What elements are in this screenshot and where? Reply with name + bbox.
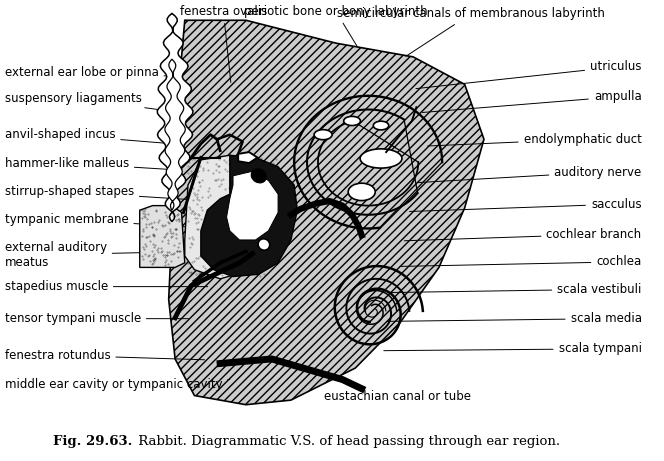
Text: middle ear cavity or tympanic cavity: middle ear cavity or tympanic cavity — [5, 378, 230, 390]
Text: endolymphatic duct: endolymphatic duct — [428, 133, 641, 146]
Text: hammer-like malleus: hammer-like malleus — [5, 157, 182, 170]
Polygon shape — [139, 206, 185, 267]
Text: tympanic membrane: tympanic membrane — [5, 213, 189, 227]
Text: cochlea: cochlea — [400, 255, 641, 268]
Text: ampulla: ampulla — [422, 90, 641, 112]
Text: Fig. 29.63.: Fig. 29.63. — [53, 435, 132, 448]
Text: stirrup-shaped stapes: stirrup-shaped stapes — [5, 185, 189, 200]
Text: stapedius muscle: stapedius muscle — [5, 280, 208, 293]
Text: auditory nerve: auditory nerve — [418, 165, 641, 183]
Ellipse shape — [348, 183, 375, 201]
Text: scala media: scala media — [387, 312, 641, 325]
Text: cochlear branch: cochlear branch — [404, 228, 641, 241]
Ellipse shape — [344, 116, 361, 125]
Polygon shape — [157, 13, 193, 222]
Text: fenestra ovalis: fenestra ovalis — [180, 5, 267, 83]
Text: utriculus: utriculus — [416, 60, 641, 89]
Text: semicircular canals of membranous labyrinth: semicircular canals of membranous labyri… — [337, 7, 605, 56]
Text: eustachian canal or tube: eustachian canal or tube — [324, 386, 471, 403]
Ellipse shape — [314, 130, 332, 140]
Text: scala vestibuli: scala vestibuli — [390, 283, 641, 296]
Polygon shape — [226, 171, 278, 240]
Polygon shape — [169, 20, 484, 405]
Text: anvil-shaped incus: anvil-shaped incus — [5, 128, 182, 145]
Ellipse shape — [360, 149, 402, 168]
Polygon shape — [238, 152, 258, 163]
Text: scala tympani: scala tympani — [384, 343, 641, 355]
Polygon shape — [165, 59, 185, 210]
Text: fenestra rotundus: fenestra rotundus — [5, 349, 205, 362]
Text: tensor tympani muscle: tensor tympani muscle — [5, 312, 189, 325]
Text: sacculus: sacculus — [410, 198, 641, 212]
Text: suspensory liagaments: suspensory liagaments — [5, 92, 173, 112]
Ellipse shape — [258, 239, 270, 250]
Text: external auditory
meatus: external auditory meatus — [5, 241, 195, 269]
Polygon shape — [201, 155, 297, 277]
Text: external ear lobe or pinna: external ear lobe or pinna — [5, 66, 169, 79]
Text: Rabbit. Diagrammatic V.S. of head passing through ear region.: Rabbit. Diagrammatic V.S. of head passin… — [134, 435, 560, 448]
Polygon shape — [185, 155, 282, 279]
Text: periotic bone or bony labyrinth: periotic bone or bony labyrinth — [244, 5, 428, 46]
Ellipse shape — [373, 121, 388, 130]
Ellipse shape — [252, 169, 266, 183]
